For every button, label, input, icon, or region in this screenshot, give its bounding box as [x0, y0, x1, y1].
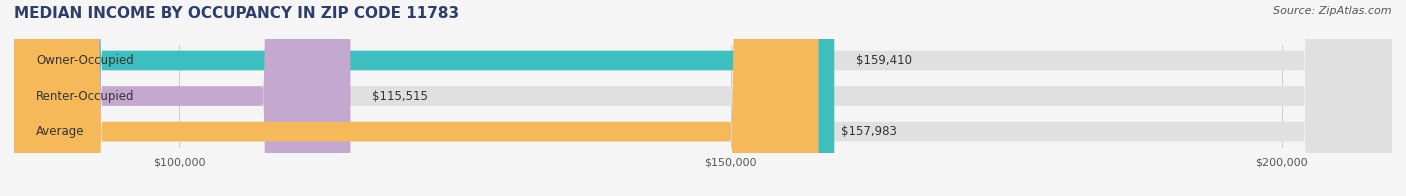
Text: Average: Average — [37, 125, 84, 138]
Text: Renter-Occupied: Renter-Occupied — [37, 90, 135, 103]
FancyBboxPatch shape — [14, 0, 350, 196]
Text: $157,983: $157,983 — [841, 125, 897, 138]
FancyBboxPatch shape — [14, 0, 834, 196]
FancyBboxPatch shape — [14, 0, 1392, 196]
Text: $159,410: $159,410 — [856, 54, 912, 67]
FancyBboxPatch shape — [14, 0, 1392, 196]
Text: Owner-Occupied: Owner-Occupied — [37, 54, 134, 67]
FancyBboxPatch shape — [14, 0, 1392, 196]
Text: Source: ZipAtlas.com: Source: ZipAtlas.com — [1274, 6, 1392, 16]
FancyBboxPatch shape — [14, 0, 818, 196]
Text: MEDIAN INCOME BY OCCUPANCY IN ZIP CODE 11783: MEDIAN INCOME BY OCCUPANCY IN ZIP CODE 1… — [14, 6, 460, 21]
Text: $115,515: $115,515 — [373, 90, 429, 103]
